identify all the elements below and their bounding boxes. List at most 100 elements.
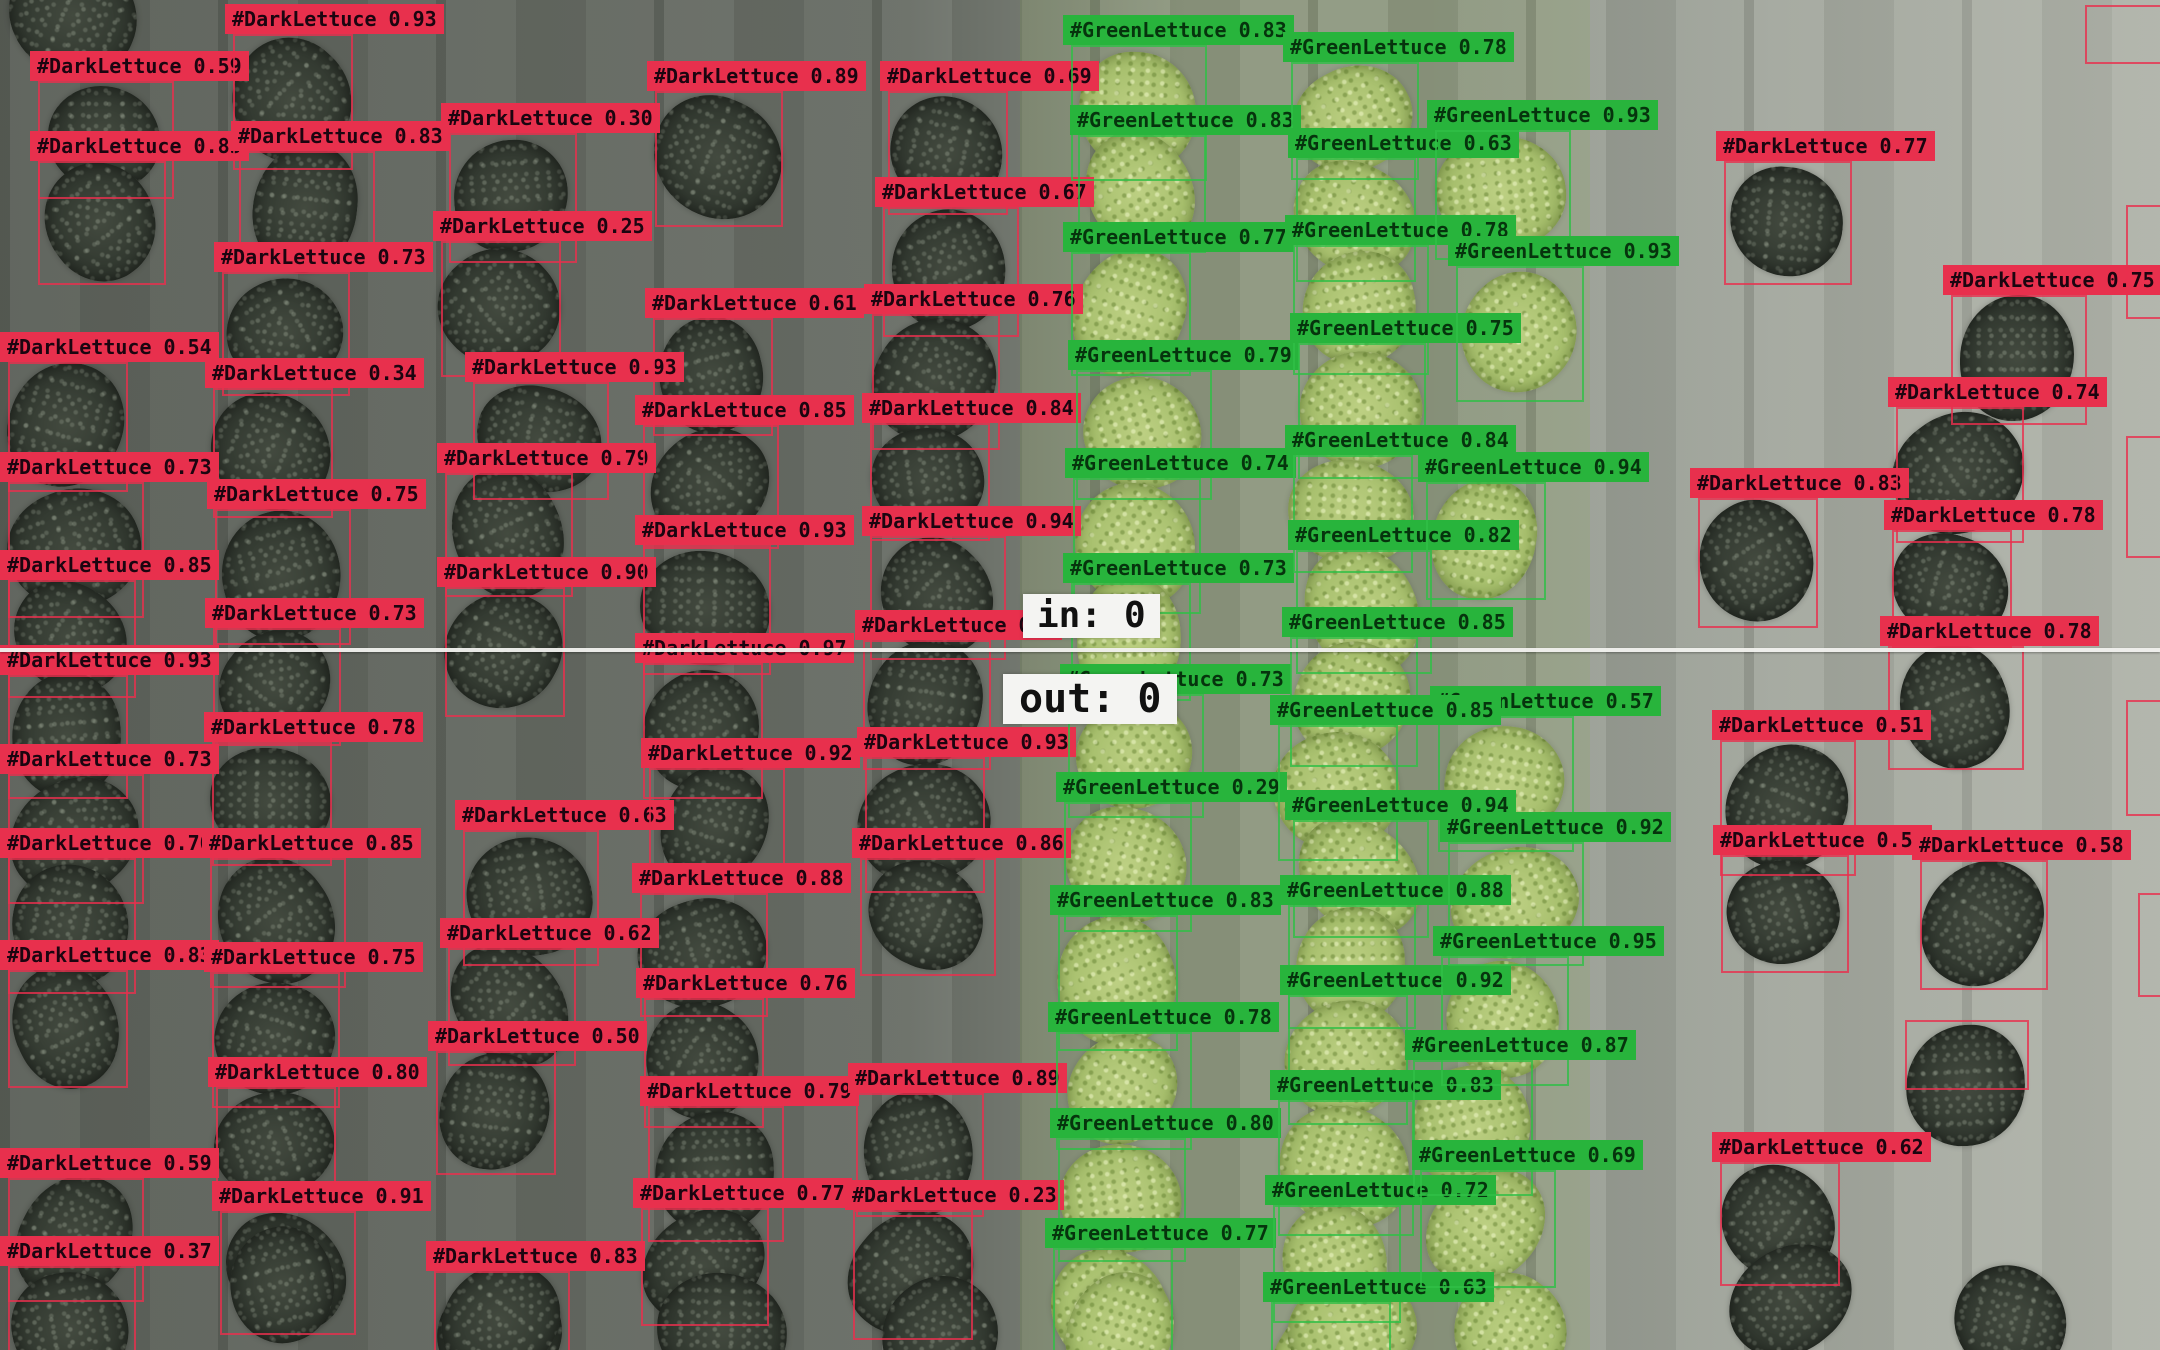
- detection-box: [445, 473, 573, 597]
- unlabeled-detection-box: [2138, 893, 2160, 997]
- detection-box: [215, 509, 351, 645]
- detection-box: [449, 133, 577, 263]
- detection-box: [1724, 161, 1852, 285]
- detection-box: [8, 362, 128, 492]
- detection-label: #DarkLettuce 0.94: [862, 506, 1081, 536]
- detection-box: [1071, 252, 1191, 376]
- detection-box: [1888, 646, 2024, 770]
- detection-label: #DarkLettuce 0.89: [848, 1063, 1067, 1093]
- detection-label: #GreenLettuce 0.83: [1070, 105, 1301, 135]
- detection-box: [38, 161, 166, 285]
- detection-label: #DarkLettuce 0.91: [212, 1181, 431, 1211]
- detection-label: #DarkLettuce 0.73: [0, 452, 219, 482]
- unlabeled-detection-box: [2085, 5, 2160, 64]
- detection-box: [1951, 295, 2087, 425]
- detection-box: [448, 948, 576, 1066]
- detection-label: #DarkLettuce 0.93: [635, 515, 854, 545]
- detection-box: [643, 425, 779, 549]
- detection-box: [655, 91, 783, 227]
- detection-box: [888, 91, 1008, 215]
- detection-label: #DarkLettuce 0.92: [641, 738, 860, 768]
- detection-label: #GreenLettuce 0.84: [1285, 425, 1516, 455]
- detection-box: [212, 742, 332, 866]
- detection-label: #DarkLettuce 0.75: [207, 479, 426, 509]
- detection-label: #DarkLettuce 0.23: [845, 1180, 1064, 1210]
- detection-box: [641, 1208, 769, 1326]
- detection-box: [856, 1093, 984, 1217]
- detection-label: #GreenLettuce 0.93: [1448, 236, 1679, 266]
- out-counter: out: 0: [1003, 674, 1178, 724]
- detection-label: #DarkLettuce 0.93: [465, 352, 684, 382]
- detection-label: #DarkLettuce 0.93: [857, 727, 1076, 757]
- detection-label: #DarkLettuce 0.93: [225, 4, 444, 34]
- detection-label: #DarkLettuce 0.84: [862, 393, 1081, 423]
- detection-box: [220, 1211, 356, 1335]
- detection-label: #GreenLettuce 0.74: [1065, 448, 1296, 478]
- detection-label: #DarkLettuce 0.61: [645, 288, 864, 318]
- detection-label: #DarkLettuce 0.85: [30, 131, 249, 161]
- detection-label: #DarkLettuce 0.89: [647, 61, 866, 91]
- detection-label: #GreenLettuce 0.79: [1068, 340, 1299, 370]
- detection-label: #DarkLettuce 0.75: [1943, 265, 2160, 295]
- detection-label: #DarkLettuce 0.59: [30, 51, 249, 81]
- detection-label: #DarkLettuce 0.73: [0, 744, 219, 774]
- detection-box: [870, 536, 1006, 660]
- detection-label: #DarkLettuce 0.62: [440, 918, 659, 948]
- detection-label: #GreenLettuce 0.83: [1270, 1070, 1501, 1100]
- detection-box: [863, 640, 991, 770]
- detection-label: #GreenLettuce 0.72: [1265, 1175, 1496, 1205]
- detection-label: #DarkLettuce 0.85: [635, 395, 854, 425]
- detection-label: #DarkLettuce 0.25: [433, 211, 652, 241]
- detection-label: #DarkLettuce 0.83: [426, 1241, 645, 1271]
- detection-label: #DarkLettuce 0.54: [0, 332, 219, 362]
- detection-box: [648, 1106, 784, 1242]
- detection-label: #DarkLettuce 0.74: [1888, 377, 2107, 407]
- detection-box: [1056, 1032, 1192, 1150]
- detection-box: [1064, 802, 1192, 932]
- detection-label: #GreenLettuce 0.93: [1427, 100, 1658, 130]
- detection-label: #DarkLettuce 0.69: [880, 61, 1099, 91]
- detection-label: #GreenLettuce 0.88: [1280, 875, 1511, 905]
- detection-label: #DarkLettuce 0.79: [640, 1076, 859, 1106]
- counting-line: [0, 648, 2160, 652]
- detection-box: [1698, 498, 1818, 628]
- detection-box: [653, 318, 773, 436]
- detection-label: #GreenLettuce 0.73: [1063, 553, 1294, 583]
- detection-box: [1293, 245, 1429, 375]
- detection-label: #DarkLettuce 0.85: [202, 828, 421, 858]
- detection-box: [1426, 482, 1546, 600]
- detection-label: #DarkLettuce 0.30: [441, 103, 660, 133]
- detection-label: #DarkLettuce 0.50: [428, 1021, 647, 1051]
- detection-label: #GreenLettuce 0.92: [1280, 965, 1511, 995]
- in-counter-value: 0: [1124, 595, 1146, 636]
- detection-box: [463, 830, 599, 966]
- detection-box: [8, 970, 128, 1088]
- detection-label: #DarkLettuce 0.63: [455, 800, 674, 830]
- detection-box: [213, 388, 333, 518]
- detection-box: [860, 858, 996, 976]
- detection-label: #DarkLettuce 0.86: [852, 828, 1071, 858]
- out-counter-label: out:: [1019, 676, 1116, 722]
- detection-box: [1271, 1302, 1391, 1350]
- detection-label: #GreenLettuce 0.87: [1405, 1030, 1636, 1060]
- detection-label: #DarkLettuce 0.70: [0, 828, 219, 858]
- detection-box: [434, 1271, 570, 1350]
- detection-box: [213, 628, 341, 746]
- detection-box: [1298, 343, 1426, 479]
- in-counter: in: 0: [1023, 594, 1160, 638]
- detection-label: #DarkLettuce 0.83: [0, 940, 219, 970]
- detection-label: #GreenLettuce 0.92: [1440, 812, 1671, 842]
- detection-label: #DarkLettuce 0.79: [437, 443, 656, 473]
- detection-label: #DarkLettuce 0.77: [1716, 131, 1935, 161]
- detection-box: [473, 382, 609, 500]
- detection-label: #DarkLettuce 0.58: [1912, 830, 2131, 860]
- detection-box: [1053, 1248, 1173, 1350]
- detection-label: #DarkLettuce 0.37: [0, 1236, 219, 1266]
- detection-label: #GreenLettuce 0.63: [1288, 128, 1519, 158]
- out-counter-value: 0: [1137, 676, 1162, 722]
- detection-label: #DarkLettuce 0.73: [214, 242, 433, 272]
- detection-label: #DarkLettuce 0.78: [204, 712, 423, 742]
- detection-box: [643, 663, 763, 799]
- detection-box: [8, 858, 136, 994]
